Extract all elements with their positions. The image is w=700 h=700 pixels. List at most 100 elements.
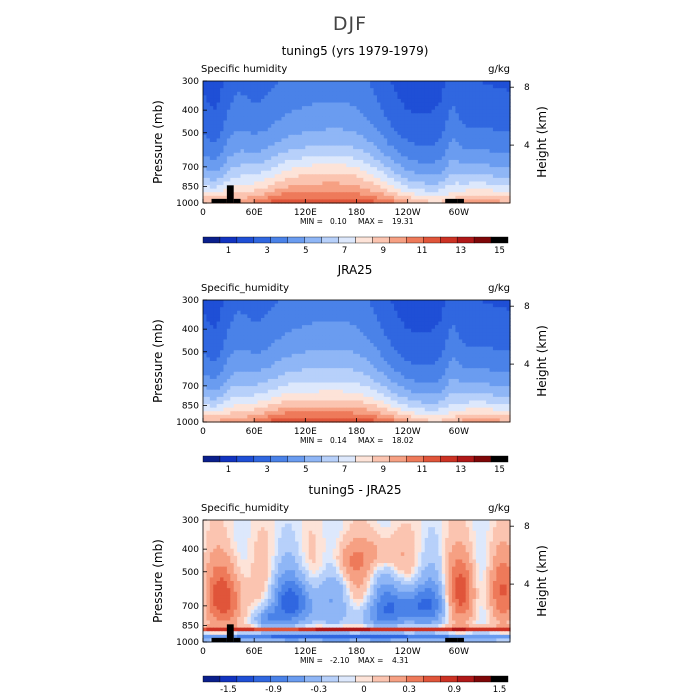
- colorbar-box: [202, 236, 221, 244]
- field-cell: [465, 159, 470, 165]
- field-cell: [237, 364, 242, 369]
- field-cell: [407, 174, 412, 179]
- field-cell: [260, 98, 265, 104]
- field-cell: [428, 98, 433, 104]
- field-cell: [247, 314, 252, 319]
- field-cell: [373, 159, 378, 165]
- field-cell: [486, 152, 491, 157]
- field-cell: [220, 353, 225, 359]
- field-cell: [312, 328, 317, 333]
- field-cell: [499, 307, 504, 312]
- field-cell: [458, 361, 463, 366]
- field-cell: [421, 361, 426, 366]
- field-cell: [332, 177, 337, 183]
- field-cell: [267, 113, 272, 118]
- field-cell: [353, 335, 358, 341]
- field-cell: [376, 95, 381, 100]
- field-cell: [226, 145, 231, 150]
- field-cell: [247, 332, 252, 337]
- field-cell: [325, 170, 330, 175]
- field-cell: [370, 156, 375, 161]
- field-cell: [496, 142, 501, 147]
- field-cell: [370, 335, 375, 341]
- field-cell: [250, 303, 255, 308]
- field-cell: [291, 195, 296, 201]
- field-cell: [220, 174, 225, 179]
- field-cell: [298, 343, 303, 348]
- field-cell: [472, 192, 477, 197]
- field-cell: [475, 167, 480, 172]
- field-cell: [250, 91, 255, 96]
- field-cell: [216, 156, 221, 161]
- field-cell: [349, 156, 354, 161]
- field-cell: [267, 156, 272, 161]
- field-cell: [448, 81, 453, 86]
- field-cell: [465, 106, 470, 111]
- field-cell: [404, 192, 409, 197]
- field-cell: [233, 307, 238, 312]
- field-cell: [428, 335, 433, 341]
- field-cell: [424, 134, 429, 140]
- field-cell: [496, 98, 501, 104]
- field-cell: [390, 317, 395, 323]
- field-cell: [213, 364, 218, 369]
- field-cell: [445, 152, 450, 157]
- field-cell: [496, 149, 501, 154]
- field-cell: [387, 199, 392, 204]
- field-cell: [411, 152, 416, 157]
- field-cell: [336, 307, 341, 312]
- field-cell: [414, 145, 419, 150]
- field-cell: [315, 131, 320, 136]
- field-cell: [366, 350, 371, 355]
- field-cell: [387, 113, 392, 118]
- field-cell: [250, 120, 255, 125]
- field-cell: [434, 145, 439, 150]
- field-cell: [424, 343, 429, 348]
- field-cell: [366, 177, 371, 183]
- field-cell: [472, 343, 477, 348]
- field-cell: [356, 152, 361, 157]
- field-cell: [400, 163, 405, 168]
- field-cell: [250, 357, 255, 362]
- field-cell: [479, 152, 484, 157]
- field-cell: [332, 321, 337, 326]
- field-cell: [438, 364, 443, 369]
- field-cell: [254, 116, 259, 122]
- field-cell: [359, 120, 364, 125]
- field-cell: [254, 142, 259, 147]
- field-cell: [492, 328, 497, 333]
- field-cell: [475, 84, 480, 89]
- field-cell: [397, 361, 402, 366]
- field-cell: [475, 170, 480, 175]
- field-cell: [411, 300, 416, 305]
- field-cell: [380, 310, 385, 315]
- field-cell: [479, 170, 484, 175]
- field-cell: [325, 192, 330, 197]
- field-cell: [496, 321, 501, 326]
- field-cell: [407, 368, 412, 373]
- field-cell: [243, 181, 248, 186]
- field-cell: [233, 91, 238, 96]
- field-cell: [223, 314, 228, 319]
- field-cell: [353, 199, 358, 204]
- field-cell: [216, 149, 221, 154]
- field-cell: [336, 149, 341, 154]
- field-cell: [448, 317, 453, 323]
- field-cell: [496, 124, 501, 129]
- field-cell: [479, 346, 484, 351]
- field-cell: [346, 335, 351, 341]
- field-cell: [387, 88, 392, 93]
- field-cell: [305, 199, 310, 204]
- field-cell: [342, 192, 347, 197]
- field-cell: [346, 325, 351, 330]
- field-cell: [394, 300, 399, 305]
- field-cell: [421, 109, 426, 114]
- field-cell: [438, 339, 443, 344]
- field-cell: [383, 368, 388, 373]
- field-cell: [264, 181, 269, 186]
- field-cell: [220, 368, 225, 373]
- field-cell: [250, 188, 255, 193]
- field-cell: [469, 174, 474, 179]
- field-cell: [312, 310, 317, 315]
- field-cell: [499, 138, 504, 143]
